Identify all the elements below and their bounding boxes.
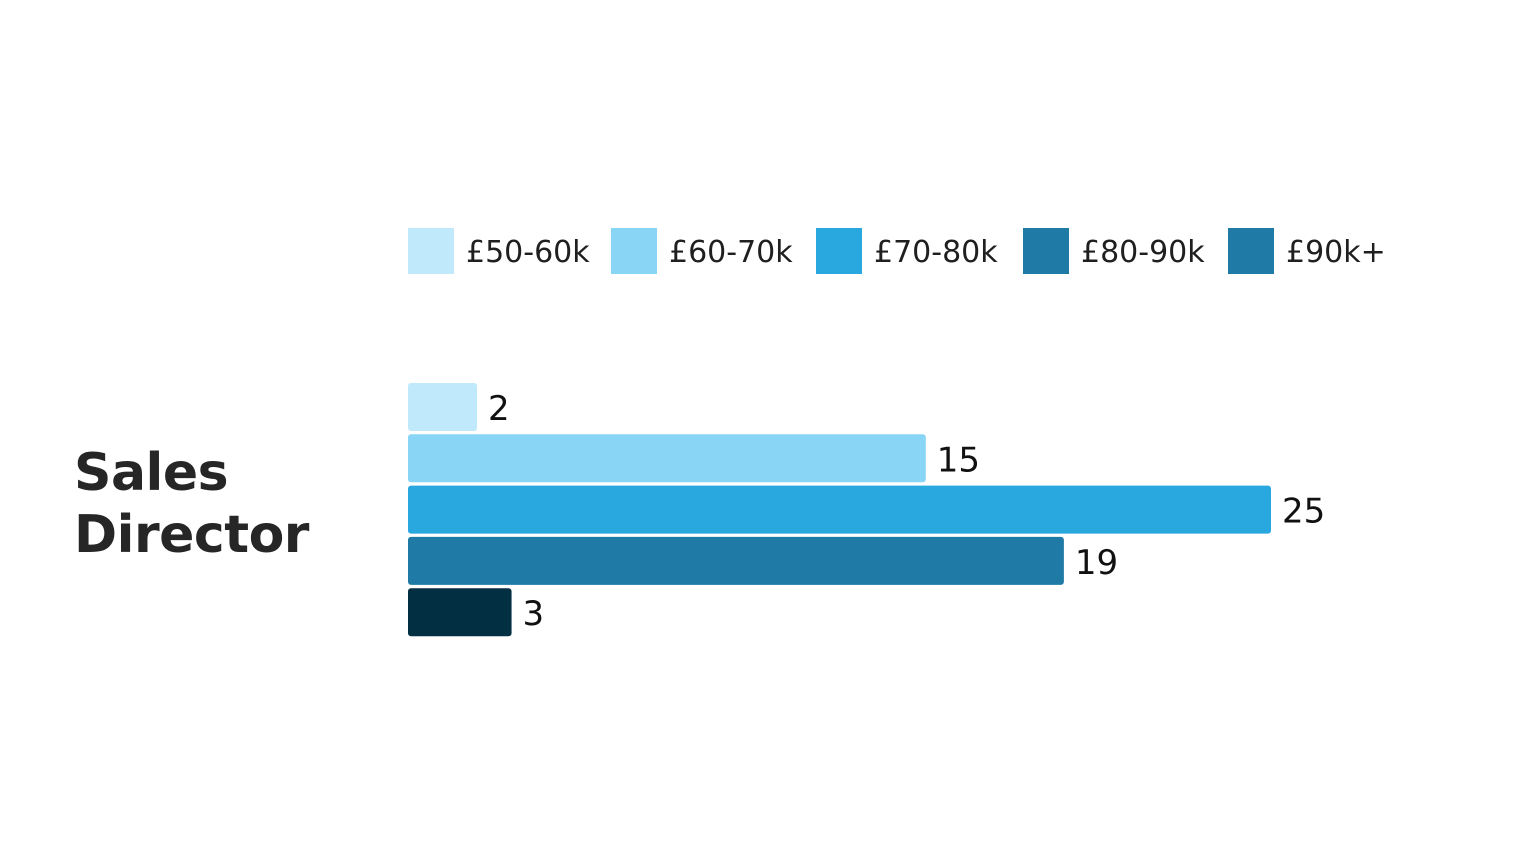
- legend-label: £50-60k: [466, 235, 590, 270]
- bar: [408, 383, 478, 431]
- legend-swatch: [1228, 228, 1274, 274]
- bar: [408, 536, 1064, 585]
- bar: [408, 485, 1271, 534]
- chart-title-line-2: Director: [74, 505, 309, 565]
- bar-value-label: 25: [1282, 492, 1325, 532]
- legend-item: £70-80k: [816, 228, 998, 274]
- chart-bars: 2 15 25 19 3: [408, 383, 1325, 637]
- legend-label: £90k+: [1286, 235, 1386, 270]
- bar: [408, 588, 512, 637]
- chart-title-line-1: Sales: [74, 443, 229, 503]
- bar: [408, 434, 926, 483]
- legend-swatch: [816, 228, 862, 274]
- bar-value-label: 15: [937, 440, 980, 480]
- legend-swatch: [1023, 228, 1069, 274]
- legend-swatch: [408, 228, 454, 274]
- chart-title: Sales Director: [74, 442, 309, 566]
- bar-value-label: 3: [523, 594, 545, 634]
- bar-value-label: 19: [1075, 543, 1118, 583]
- legend-item: £50-60k: [408, 228, 590, 274]
- legend-label: £60-70k: [669, 235, 793, 270]
- bar-value-label: 2: [488, 389, 510, 429]
- legend-swatch: [611, 228, 657, 274]
- legend-item: £60-70k: [611, 228, 793, 274]
- legend-label: £80-90k: [1081, 235, 1205, 270]
- legend-item: £90k+: [1228, 228, 1386, 274]
- legend-item: £80-90k: [1023, 228, 1205, 274]
- legend-label: £70-80k: [874, 235, 998, 270]
- chart-legend: £50-60k £60-70k £70-80k £80-90k £90k+: [408, 228, 1386, 274]
